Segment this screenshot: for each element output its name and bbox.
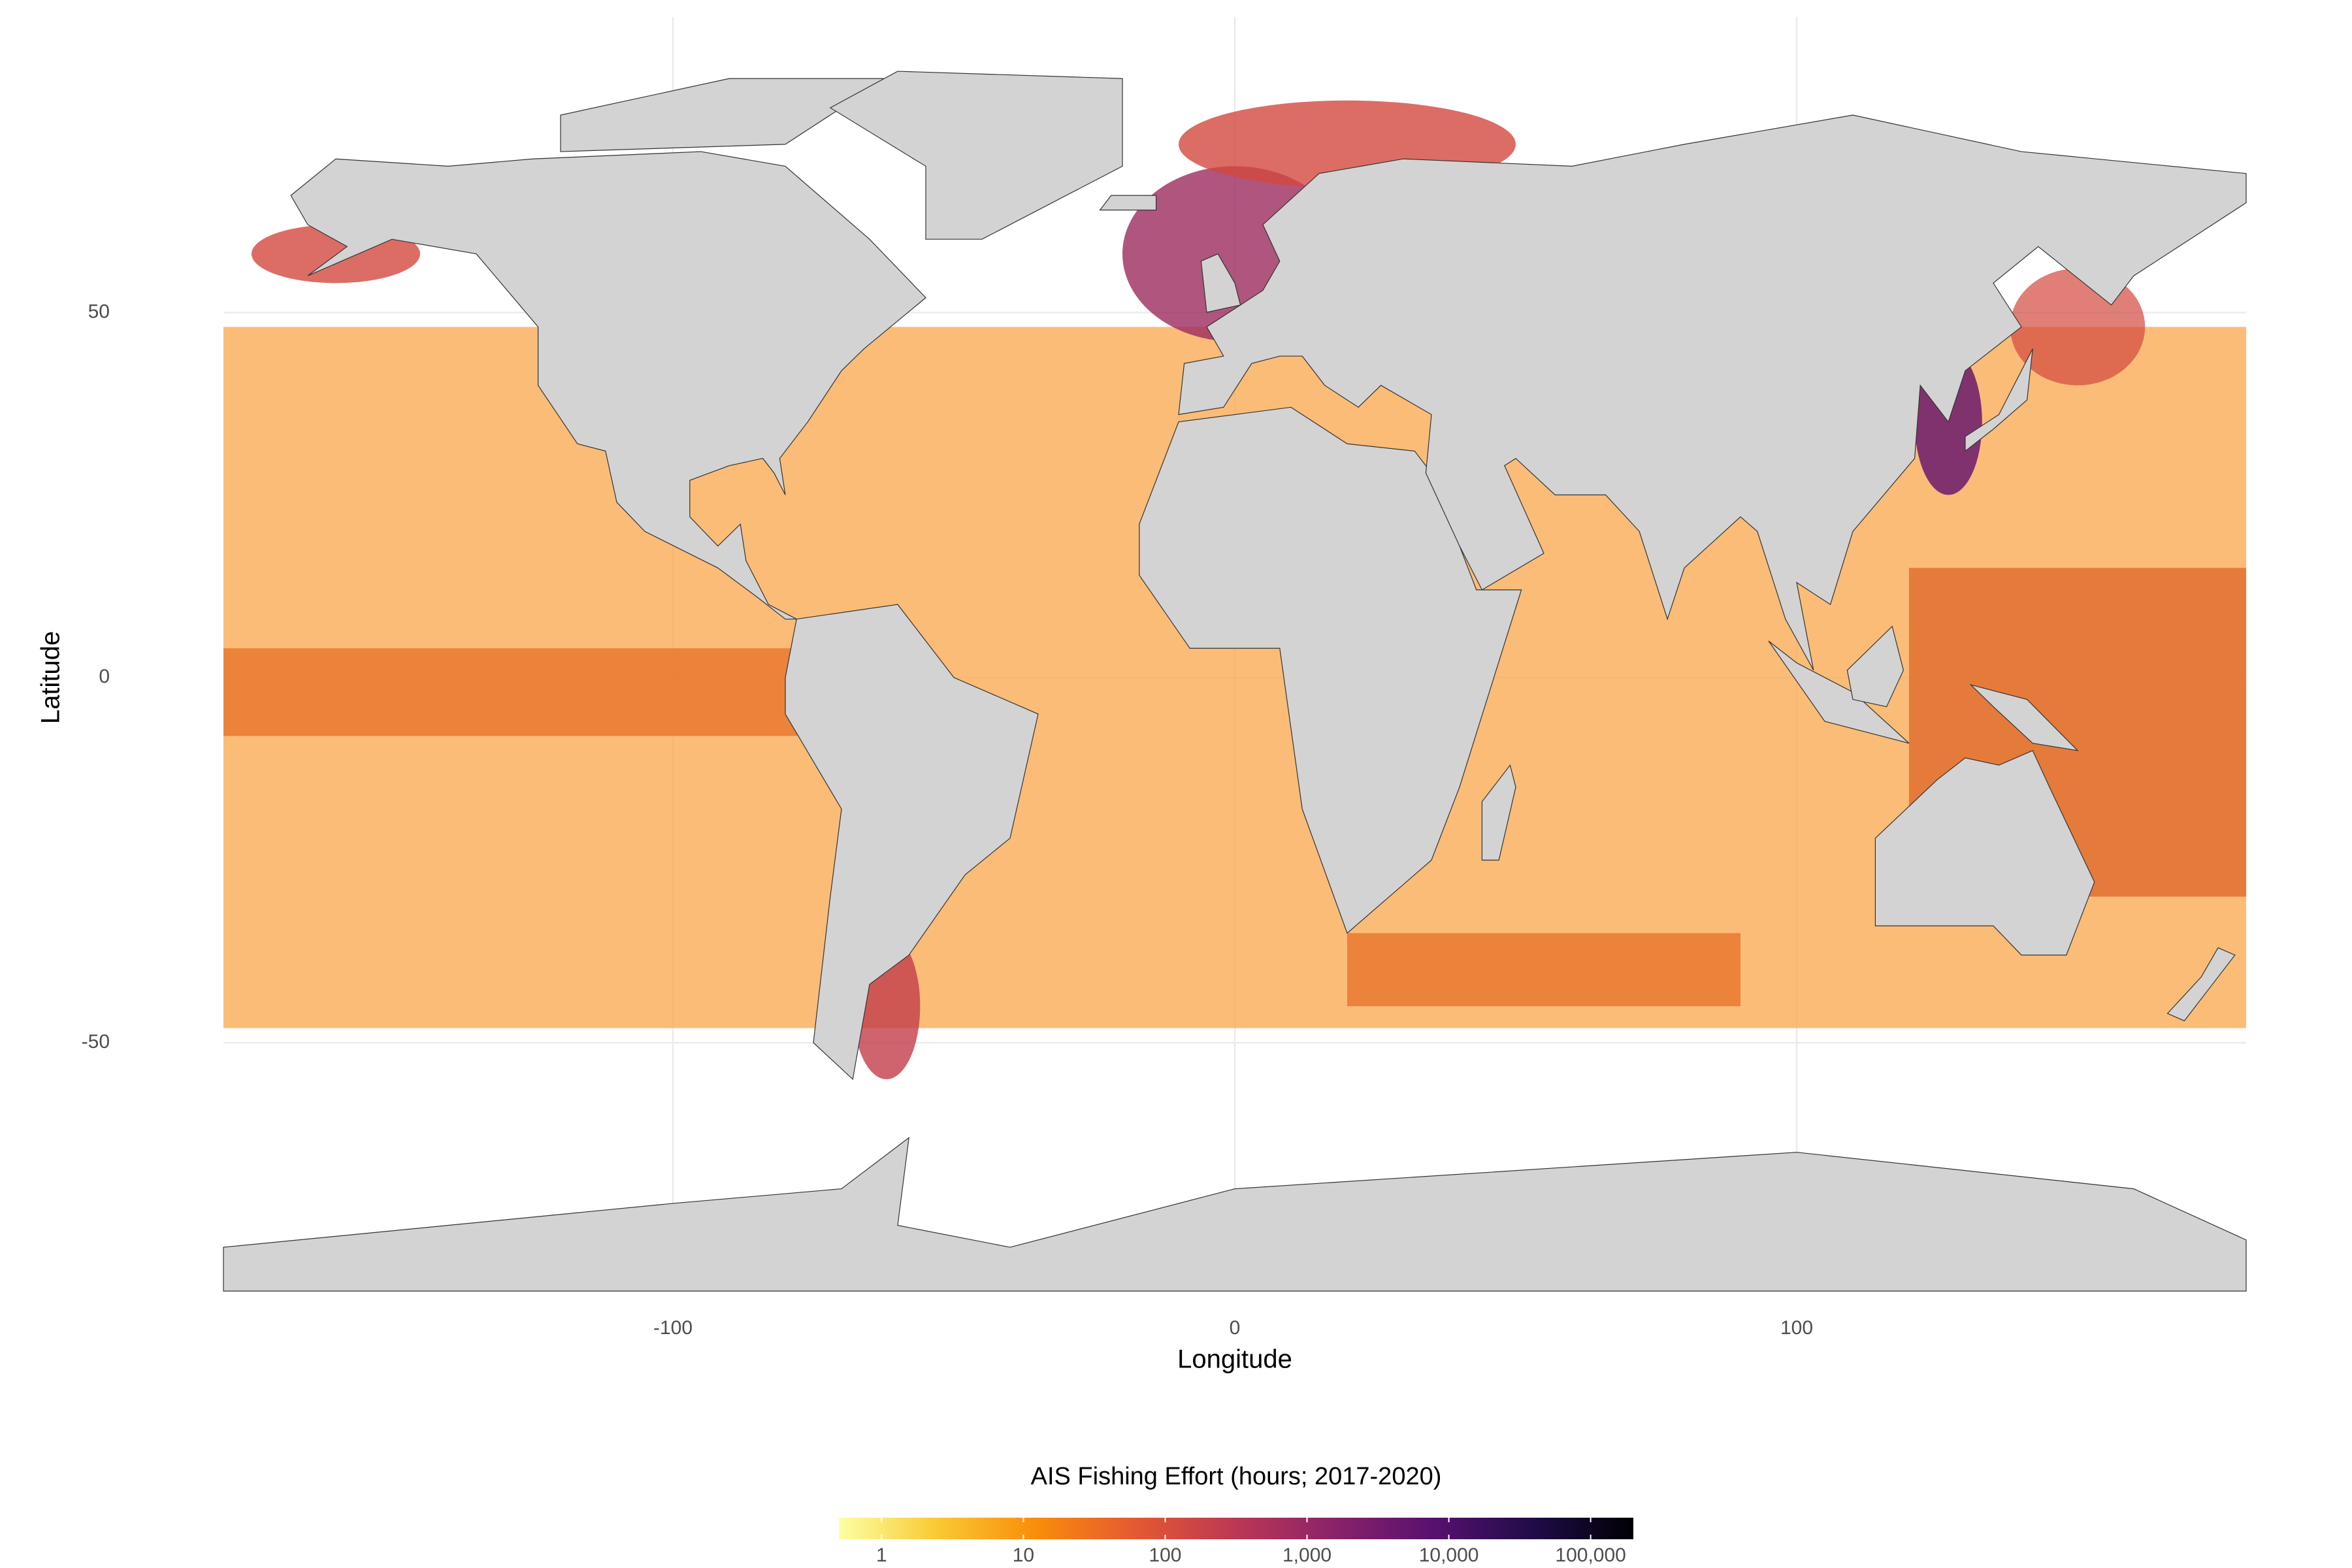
x-tick-label: 0 bbox=[1230, 1317, 1241, 1339]
borneo bbox=[1847, 627, 1903, 707]
x-tick-label: 100 bbox=[1780, 1317, 1813, 1339]
greenland bbox=[830, 71, 1122, 239]
africa bbox=[1139, 407, 1522, 933]
colorbar-title: AIS Fishing Effort (hours; 2017-2020) bbox=[1031, 1463, 1442, 1490]
y-tick-label: 50 bbox=[88, 301, 110, 322]
britain bbox=[1201, 254, 1240, 312]
new-zealand bbox=[2168, 948, 2235, 1021]
colorbar-tick-label: 10 bbox=[1013, 1544, 1034, 1566]
x-axis-title: Longitude bbox=[1177, 1345, 1292, 1374]
arctic-islands bbox=[561, 78, 887, 152]
north-america bbox=[291, 152, 926, 619]
iceland bbox=[1100, 195, 1156, 210]
colorbar-tick-label: 10,000 bbox=[1419, 1544, 1479, 1566]
south-america bbox=[785, 604, 1038, 1079]
japan bbox=[1965, 349, 2033, 451]
x-tick-label: -100 bbox=[653, 1317, 693, 1339]
colorbar bbox=[839, 1518, 1633, 1539]
map-layer bbox=[223, 71, 2246, 1291]
antarctica bbox=[223, 1137, 2246, 1291]
y-tick-label: -50 bbox=[82, 1031, 110, 1053]
colorbar-tick-label: 100,000 bbox=[1555, 1544, 1625, 1566]
madagascar bbox=[1482, 765, 1516, 860]
indonesia bbox=[1769, 641, 1909, 743]
colorbar-tick-label: 1,000 bbox=[1282, 1544, 1331, 1566]
eurasia bbox=[1179, 115, 2246, 670]
y-axis-title: Latitude bbox=[37, 631, 65, 724]
fishing-band bbox=[1347, 933, 1740, 1007]
land bbox=[223, 71, 2246, 1291]
australia bbox=[1875, 751, 2094, 955]
new-guinea bbox=[1971, 685, 2078, 751]
colorbar-tick-label: 100 bbox=[1149, 1544, 1181, 1566]
colorbar-tick-label: 1 bbox=[876, 1544, 887, 1566]
y-tick-label: 0 bbox=[99, 666, 110, 687]
